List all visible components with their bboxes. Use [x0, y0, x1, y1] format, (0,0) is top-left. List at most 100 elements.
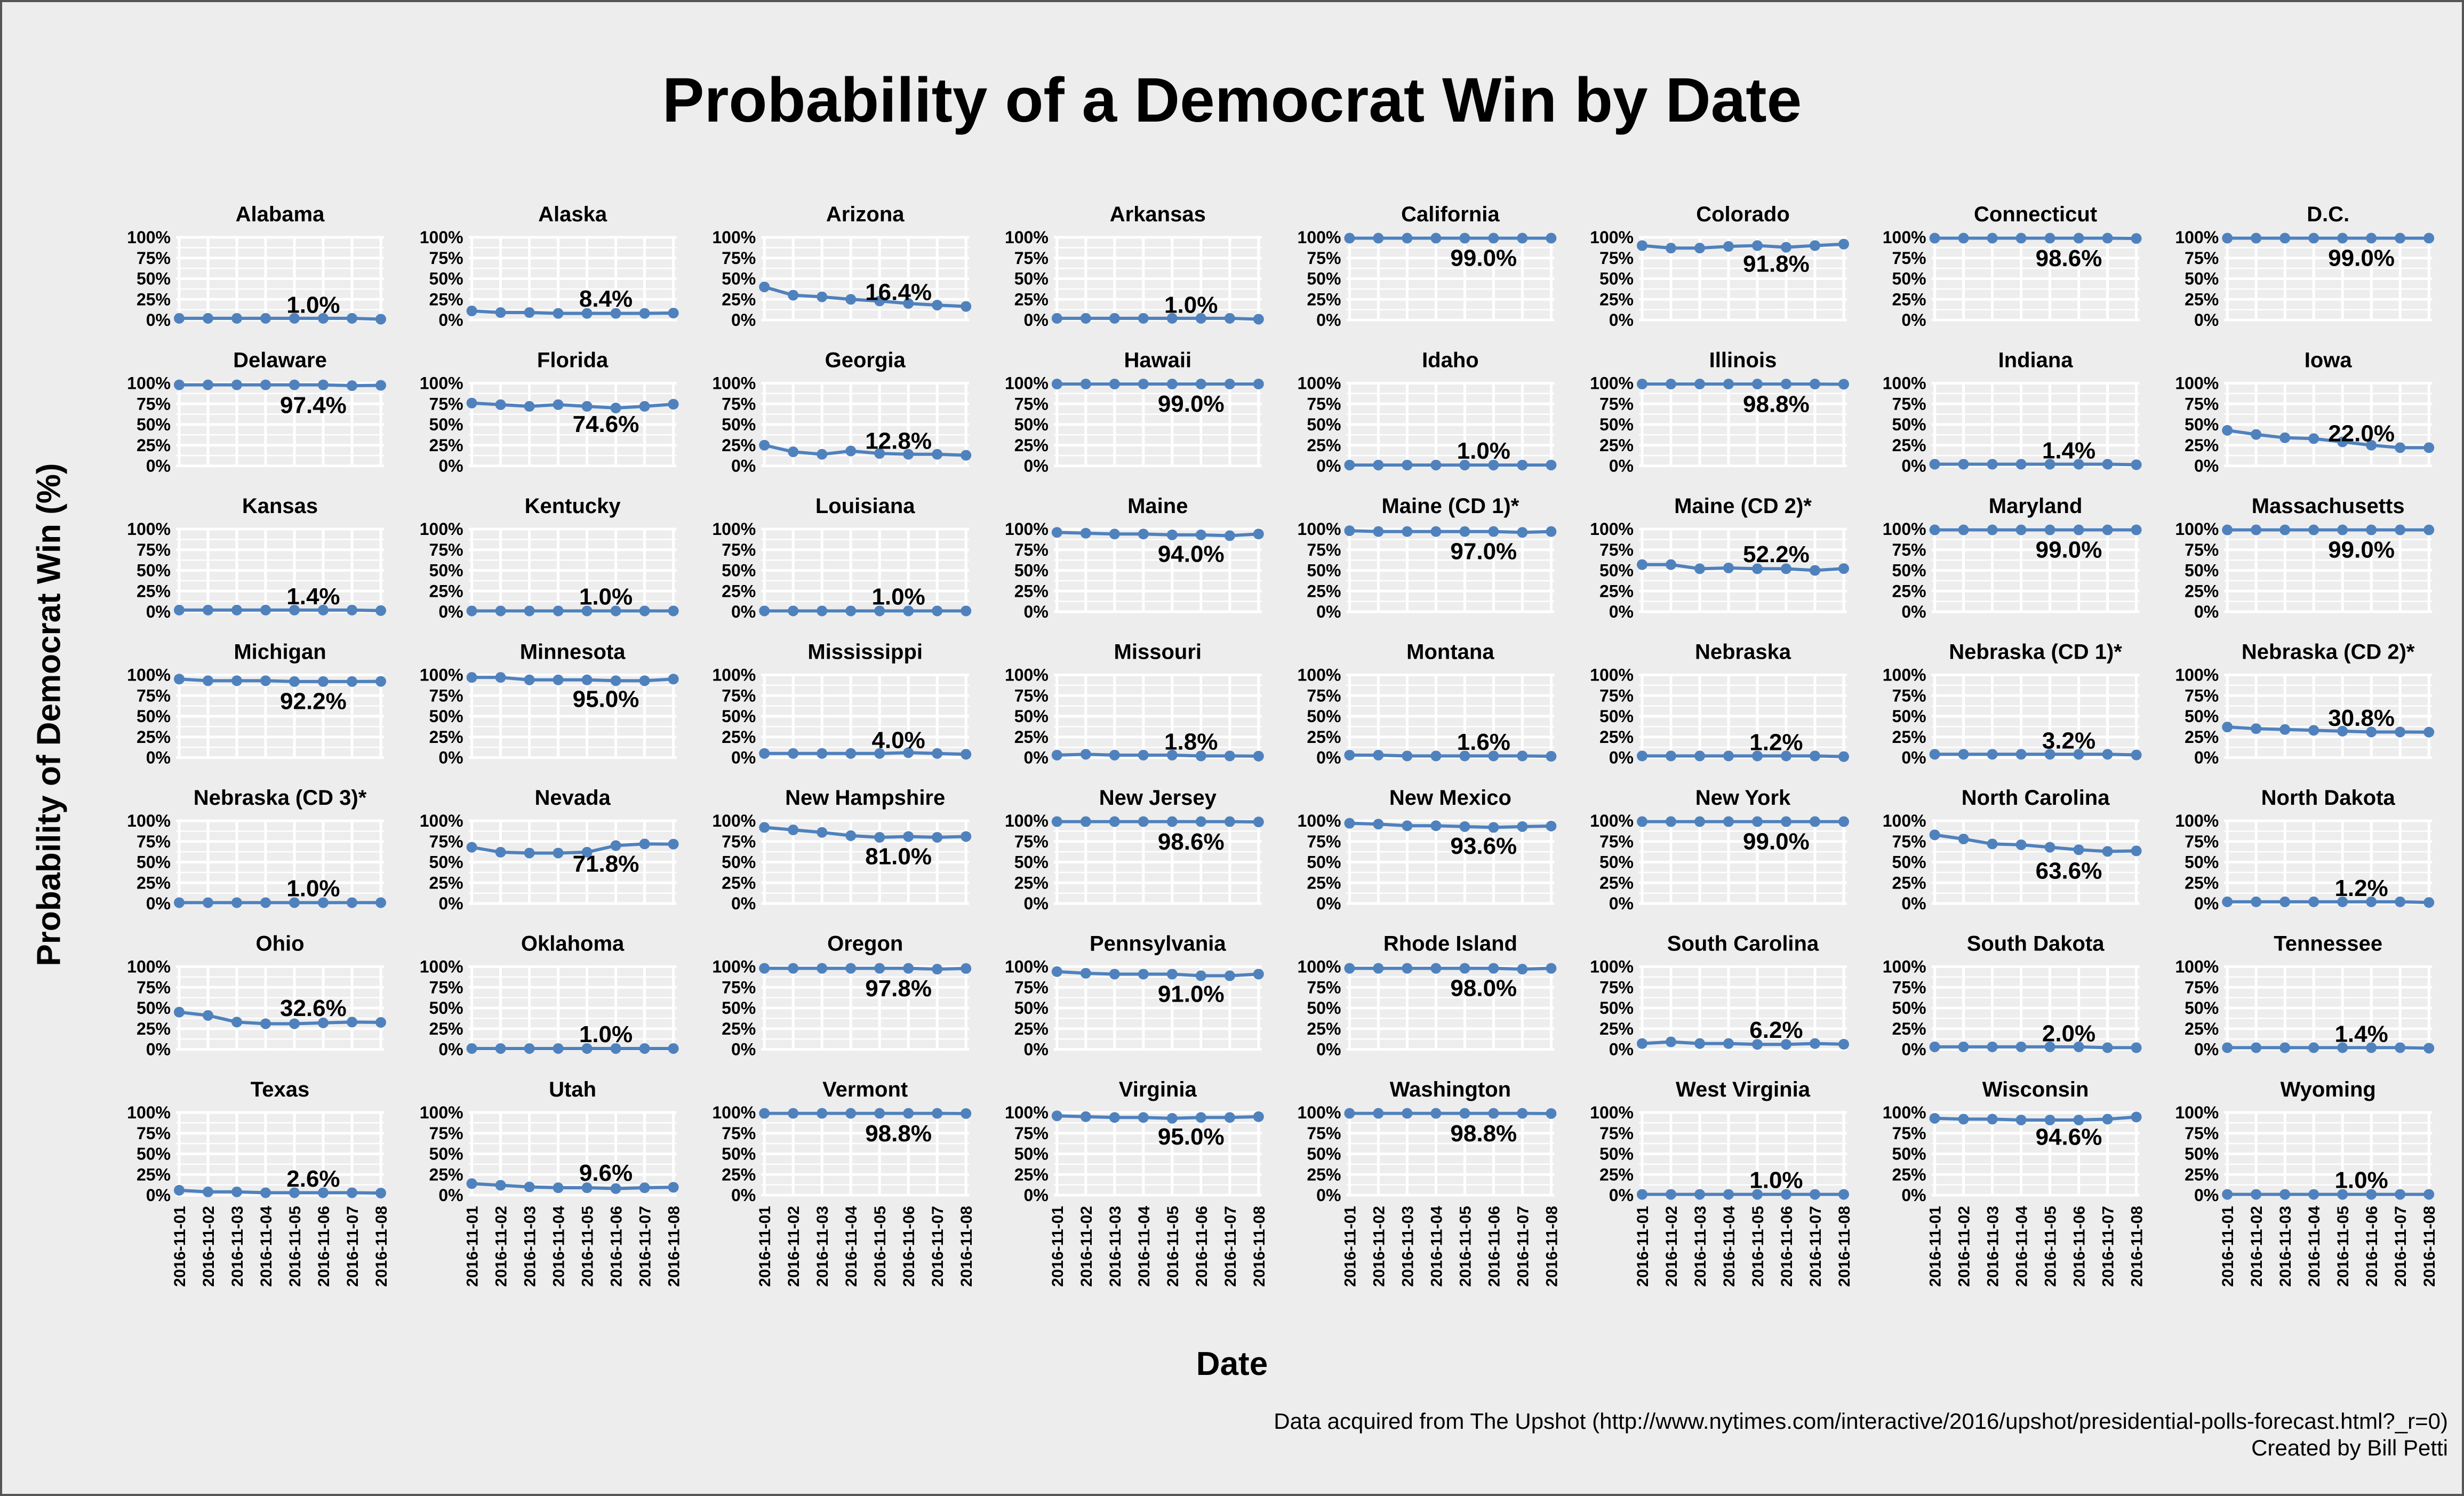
y-tick-label: 100%	[1590, 957, 1634, 977]
y-tick-label: 50%	[1307, 561, 1341, 580]
x-tick-label: 2016-11-05	[1749, 1206, 1767, 1287]
y-tick-label: 0%	[146, 894, 171, 913]
data-point	[2222, 896, 2233, 907]
x-tick-label: 2016-11-08	[2421, 1206, 2438, 1287]
panel-title: North Dakota	[2261, 786, 2396, 810]
y-tick-label: 25%	[137, 436, 171, 455]
data-point	[1195, 529, 1206, 540]
data-point	[2337, 524, 2348, 535]
data-point	[2044, 842, 2055, 853]
data-point	[1752, 816, 1763, 827]
y-tick-label: 100%	[1590, 811, 1634, 830]
data-point	[1637, 379, 1647, 390]
y-tick-label: 50%	[1014, 269, 1049, 289]
y-tick-label: 0%	[1316, 457, 1341, 476]
y-tick-label: 0%	[731, 748, 756, 767]
value-label: 1.0%	[1164, 292, 1218, 318]
y-tick-label: 50%	[2185, 1145, 2219, 1164]
data-point	[2423, 442, 2435, 453]
data-point	[1723, 750, 1734, 762]
panel-title: Nebraska (CD 2)*	[2242, 641, 2415, 664]
data-point	[203, 379, 213, 390]
panel-title: Arkansas	[1110, 203, 1206, 226]
data-point	[1344, 749, 1355, 761]
panel-title: Alaska	[538, 203, 607, 226]
x-tick-label: 2016-11-06	[2363, 1206, 2381, 1287]
data-point	[1459, 821, 1470, 832]
data-point	[845, 748, 857, 759]
data-point	[1138, 379, 1149, 390]
data-point	[788, 963, 799, 974]
value-label: 81.0%	[865, 843, 932, 869]
data-point	[759, 963, 770, 974]
y-tick-label: 50%	[429, 998, 463, 1018]
x-tick-label: 2016-11-06	[2071, 1206, 2089, 1287]
y-tick-label: 100%	[1005, 957, 1049, 977]
panel-title: Mississippi	[807, 641, 923, 664]
data-point	[260, 604, 271, 615]
x-tick-label: 2016-11-05	[2334, 1206, 2352, 1287]
y-tick-label: 50%	[1014, 998, 1049, 1018]
y-tick-label: 100%	[712, 957, 756, 977]
x-tick-label: 2016-11-07	[2392, 1206, 2410, 1287]
data-point	[2073, 749, 2084, 760]
y-tick-label: 0%	[1609, 1186, 1634, 1205]
x-tick-label: 2016-11-02	[785, 1206, 803, 1287]
y-tick-label: 50%	[429, 269, 463, 289]
y-tick-label: 50%	[429, 853, 463, 872]
y-tick-label: 75%	[722, 832, 756, 851]
data-point	[610, 1183, 621, 1194]
data-point	[1109, 1112, 1120, 1123]
data-point	[903, 605, 914, 617]
y-tick-label: 25%	[1307, 873, 1341, 892]
data-point	[845, 294, 857, 305]
data-point	[581, 401, 593, 412]
data-point	[1752, 750, 1763, 762]
value-label: 1.0%	[579, 1021, 633, 1047]
y-tick-label: 25%	[1892, 873, 1926, 892]
data-point	[2366, 726, 2377, 738]
y-tick-label: 100%	[420, 519, 463, 539]
y-tick-label: 75%	[1014, 1124, 1049, 1143]
data-point	[260, 1187, 271, 1198]
y-tick-label: 50%	[2185, 707, 2219, 726]
value-label: 2.6%	[286, 1166, 340, 1192]
data-point	[788, 748, 799, 759]
y-tick-label: 75%	[1599, 540, 1634, 559]
data-point	[260, 313, 271, 324]
data-point	[668, 674, 679, 685]
data-point	[639, 838, 650, 850]
data-point	[2102, 1042, 2113, 1053]
panel-title: Arizona	[826, 203, 905, 226]
data-point	[1546, 459, 1557, 470]
panel-title: New Jersey	[1099, 786, 1217, 810]
x-tick-label: 2016-11-06	[900, 1206, 918, 1287]
y-tick-label: 0%	[1609, 310, 1634, 330]
y-tick-label: 50%	[722, 853, 756, 872]
y-tick-label: 25%	[1307, 436, 1341, 455]
data-point	[1373, 1108, 1384, 1119]
data-point	[1459, 459, 1470, 470]
y-tick-label: 25%	[1599, 290, 1634, 309]
data-point	[2251, 1042, 2262, 1053]
value-label: 98.8%	[1450, 1121, 1517, 1147]
data-point	[1517, 964, 1528, 975]
data-point	[639, 605, 650, 617]
y-tick-label: 0%	[2194, 1186, 2219, 1205]
data-point	[817, 291, 828, 302]
data-point	[1430, 233, 1442, 244]
data-point	[524, 1043, 535, 1054]
x-tick-label: 2016-11-05	[1164, 1206, 1182, 1287]
data-point	[1637, 750, 1647, 762]
data-point	[639, 1182, 650, 1194]
y-tick-label: 75%	[1307, 249, 1341, 268]
data-point	[2131, 459, 2142, 470]
value-label: 1.0%	[579, 583, 633, 610]
panel-title: Pennsylvania	[1090, 932, 1226, 956]
data-point	[2102, 1114, 2113, 1125]
value-label: 1.4%	[2334, 1021, 2388, 1047]
x-tick-label: 2016-11-01	[1341, 1206, 1359, 1287]
data-point	[2423, 1043, 2435, 1054]
panel-title: Nevada	[534, 786, 611, 810]
y-tick-label: 75%	[1014, 394, 1049, 413]
